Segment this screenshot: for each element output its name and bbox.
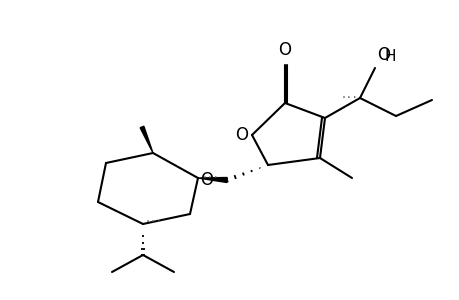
Text: O: O <box>376 46 389 64</box>
Polygon shape <box>197 178 227 182</box>
Text: ···: ··· <box>202 173 219 183</box>
Text: O: O <box>200 171 213 189</box>
Text: H: H <box>384 49 396 64</box>
Polygon shape <box>140 126 153 153</box>
Text: ···: ··· <box>145 217 162 227</box>
Text: ···: ··· <box>340 93 357 103</box>
Text: O: O <box>278 41 291 59</box>
Text: O: O <box>235 126 248 144</box>
